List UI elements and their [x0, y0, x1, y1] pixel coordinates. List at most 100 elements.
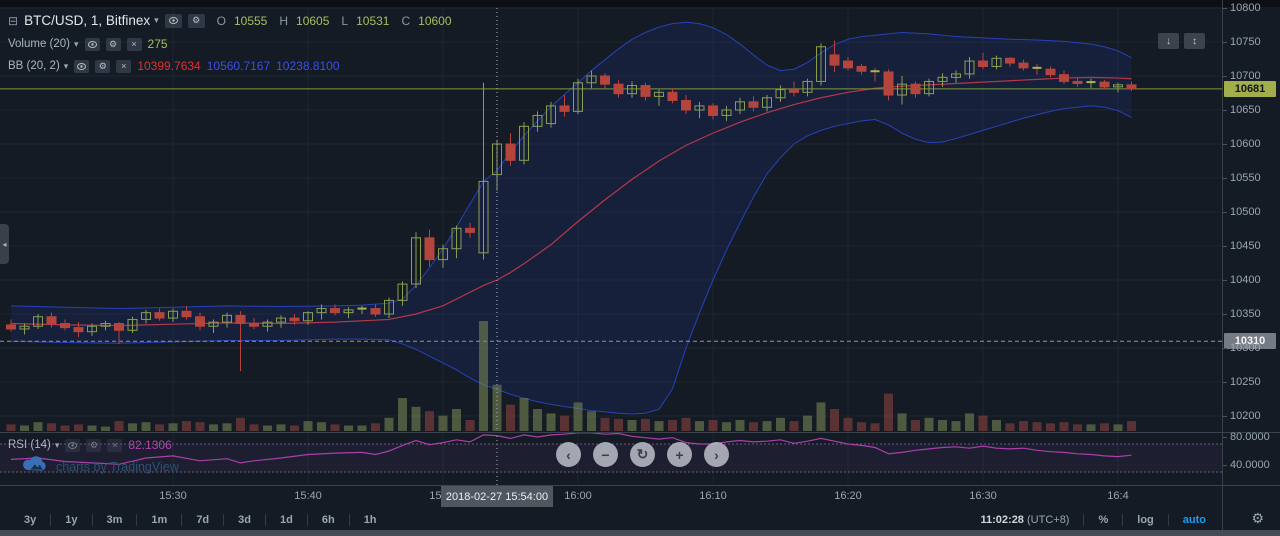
axis-tick	[1223, 8, 1227, 9]
price-axis-label: 10600	[1230, 138, 1261, 150]
candle-body	[586, 75, 597, 84]
candle-body	[60, 323, 70, 329]
range-7d-button[interactable]: 7d	[196, 513, 210, 526]
pane-move-down-button[interactable]: ↓	[1158, 33, 1179, 49]
toolbar-divider	[136, 513, 138, 526]
scroll-right-button[interactable]: ›	[704, 442, 729, 467]
volume-label[interactable]: Volume (20)	[8, 38, 71, 50]
range-1y-button[interactable]: 1y	[65, 513, 78, 526]
bb-legend[interactable]: BB (20, 2) ▾ ⚙ × 10399.7634 10560.7167 1…	[8, 59, 340, 73]
crosshair-time-tooltip: 2018-02-27 15:54:00	[441, 486, 553, 507]
volume-bar	[641, 418, 650, 431]
axis-tick	[1223, 437, 1227, 438]
volume-legend[interactable]: Volume (20) ▾ ⚙ × 275	[8, 37, 168, 51]
volume-bar	[1046, 423, 1055, 431]
symbol-title[interactable]: BTC/USD, 1, Bitfinex	[24, 13, 151, 28]
bb-basis-line	[10, 76, 1132, 327]
tradingview-watermark[interactable]: charts by TradingView	[22, 456, 179, 478]
volume-bar	[897, 413, 907, 431]
clock[interactable]: 11:02:28 (UTC+8)	[980, 513, 1070, 526]
time-axis-label: 16:30	[969, 490, 997, 502]
candle-body	[883, 71, 894, 96]
close-icon[interactable]: ×	[126, 37, 142, 51]
gear-icon[interactable]: ⚙	[187, 13, 205, 28]
volume-bar	[74, 424, 83, 431]
candle-body	[546, 105, 556, 125]
volume-bar	[587, 411, 596, 431]
volume-bar	[627, 420, 637, 431]
range-6h-button[interactable]: 6h	[321, 513, 335, 526]
range-1d-button[interactable]: 1d	[280, 513, 293, 526]
zoom-out-button[interactable]: −	[593, 442, 618, 467]
bb-fill	[11, 22, 1132, 414]
candle-body	[519, 125, 529, 161]
volume-bar	[776, 417, 785, 431]
candle-body	[600, 75, 610, 85]
rsi-label[interactable]: RSI (14)	[8, 439, 51, 451]
range-selector: 3y 1y 3m 1m 7d 3d 1d 6h 1h	[10, 509, 391, 530]
reset-chart-button[interactable]: ↻	[630, 442, 655, 467]
candle-body	[559, 105, 570, 112]
time-axis-label: 16:10	[699, 490, 727, 502]
volume-bar	[1032, 422, 1042, 431]
volume-bar	[735, 420, 745, 431]
candle-body	[168, 310, 178, 319]
volume-bar	[708, 420, 718, 431]
candle-body	[1113, 84, 1123, 88]
chevron-down-icon[interactable]: ▾	[74, 38, 79, 49]
volume-bar	[1113, 424, 1123, 431]
drawing-toolbar-handle[interactable]: ◂	[0, 224, 9, 264]
volume-bar	[1005, 423, 1015, 431]
range-1h-button[interactable]: 1h	[363, 513, 377, 526]
range-1m-button[interactable]: 1m	[151, 513, 168, 526]
eye-icon[interactable]	[65, 438, 81, 452]
zoom-in-button[interactable]: +	[667, 442, 692, 467]
candle-body	[964, 60, 975, 75]
candle-body	[451, 227, 462, 250]
time-axis[interactable]: 2018-02-27 15:54:00 15:3015:4015:5016:00…	[0, 486, 1222, 508]
eye-icon[interactable]	[84, 37, 100, 51]
toolbar-divider	[91, 513, 93, 526]
bb-label[interactable]: BB (20, 2)	[8, 60, 60, 72]
pane-maximize-button[interactable]: ↕	[1184, 33, 1205, 49]
settings-gear-icon[interactable]: ⚙	[1251, 510, 1264, 526]
collapse-legend-icon[interactable]: ⊟	[8, 13, 19, 28]
percent-scale-button[interactable]: %	[1098, 513, 1109, 526]
volume-bar	[965, 413, 974, 431]
axis-tick	[1223, 144, 1227, 145]
candle-body	[154, 312, 165, 319]
toolbar-right: 11:02:28 (UTC+8) % log auto	[980, 509, 1206, 530]
rsi-legend[interactable]: RSI (14) ▾ ⚙ × 82.1306	[8, 438, 172, 452]
high-label: H	[279, 13, 289, 28]
gear-icon[interactable]: ⚙	[86, 438, 102, 452]
toolbar-divider	[265, 513, 266, 526]
chevron-down-icon[interactable]: ▾	[54, 439, 60, 450]
log-scale-button[interactable]: log	[1137, 513, 1154, 526]
range-3d-button[interactable]: 3d	[238, 513, 251, 526]
eye-icon[interactable]	[164, 13, 182, 28]
pane-separator[interactable]	[0, 432, 1280, 433]
gear-icon[interactable]: ⚙	[95, 59, 111, 73]
chevron-down-icon[interactable]: ▾	[154, 15, 159, 25]
candle-body	[1072, 80, 1083, 84]
volume-bar	[978, 415, 988, 431]
scroll-left-button[interactable]: ‹	[556, 442, 581, 467]
range-3m-button[interactable]: 3m	[106, 513, 123, 526]
range-3y-button[interactable]: 3y	[24, 513, 37, 526]
volume-bar	[830, 409, 839, 431]
close-icon[interactable]: ×	[107, 438, 123, 452]
eye-icon[interactable]	[74, 59, 90, 73]
candle-body	[910, 83, 921, 95]
chevron-down-icon[interactable]: ▾	[63, 60, 69, 71]
volume-bar	[114, 421, 124, 431]
candle-body	[181, 310, 192, 318]
symbol-legend[interactable]: ⊟ BTC/USD, 1, Bitfinex ▾ ⚙ O 10555 H 106…	[8, 13, 452, 28]
low-value: 10531	[356, 13, 390, 28]
price-axis-label: 10550	[1230, 172, 1261, 184]
price-axis[interactable]: 10681 10310 10800 10750 10700 10650 10600 105…	[1222, 0, 1280, 530]
chart-canvas[interactable]	[0, 0, 1222, 530]
candle-body	[127, 318, 138, 331]
close-icon[interactable]: ×	[116, 59, 132, 73]
auto-scale-button[interactable]: auto	[1182, 513, 1206, 526]
gear-icon[interactable]: ⚙	[105, 37, 121, 51]
